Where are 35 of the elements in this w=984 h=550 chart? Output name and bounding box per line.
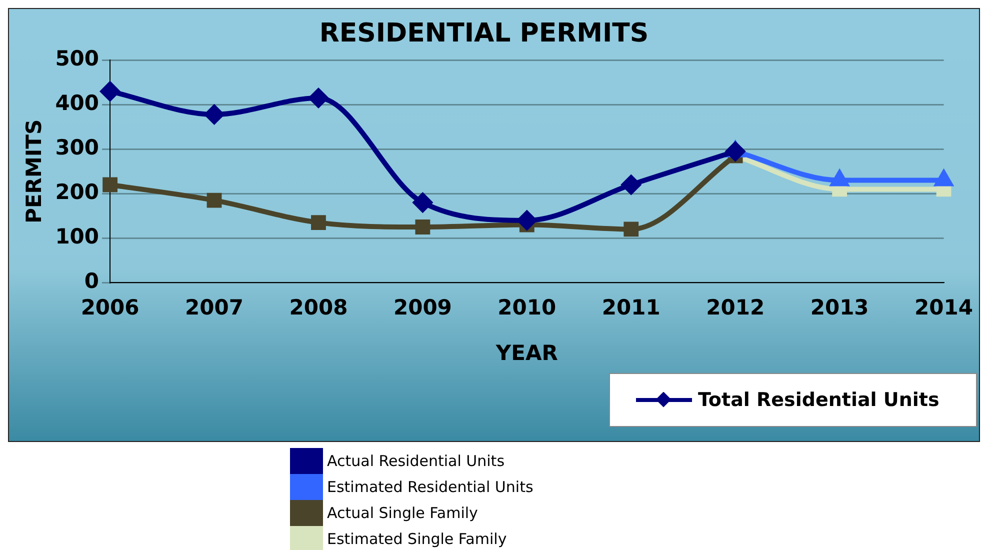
legend-label: Estimated Single Family <box>327 530 507 548</box>
y-tick-label: 500 <box>55 46 100 71</box>
x-axis-title: YEAR <box>494 340 558 365</box>
point <box>206 192 222 208</box>
point <box>622 175 641 194</box>
point <box>308 88 328 108</box>
point <box>415 220 430 234</box>
y-tick-label: 300 <box>55 136 100 160</box>
x-tick-label: 2010 <box>498 296 556 320</box>
chart-title: RESIDENTIAL PERMITS <box>319 18 649 48</box>
point <box>624 222 639 237</box>
y-tick-label: 400 <box>55 91 100 116</box>
x-tick-label: 2008 <box>289 296 348 320</box>
y-tick-label: 100 <box>55 224 100 249</box>
x-tick-label: 2012 <box>706 296 765 320</box>
y-tick-label: 200 <box>55 180 100 204</box>
legend-label: Estimated Residential Units <box>327 478 534 496</box>
legend-title: Total Residential Units <box>698 389 940 411</box>
y-tick-label: 0 <box>84 269 100 294</box>
point <box>100 82 120 101</box>
point <box>413 193 432 212</box>
x-tick-label: 2011 <box>602 296 660 320</box>
point <box>517 210 536 230</box>
x-tick-label: 2013 <box>810 296 869 320</box>
point <box>102 177 118 192</box>
x-tick-label: 2007 <box>185 296 244 320</box>
legend-label: Actual Residential Units <box>327 452 505 470</box>
y-axis-title: PERMITS <box>22 119 46 224</box>
legend-label: Actual Single Family <box>327 504 478 522</box>
point <box>726 142 745 161</box>
point <box>204 104 224 124</box>
point <box>311 215 326 230</box>
x-tick-label: 2006 <box>80 296 140 320</box>
x-tick-label: 2009 <box>393 296 452 320</box>
x-tick-label: 2014 <box>914 296 974 320</box>
